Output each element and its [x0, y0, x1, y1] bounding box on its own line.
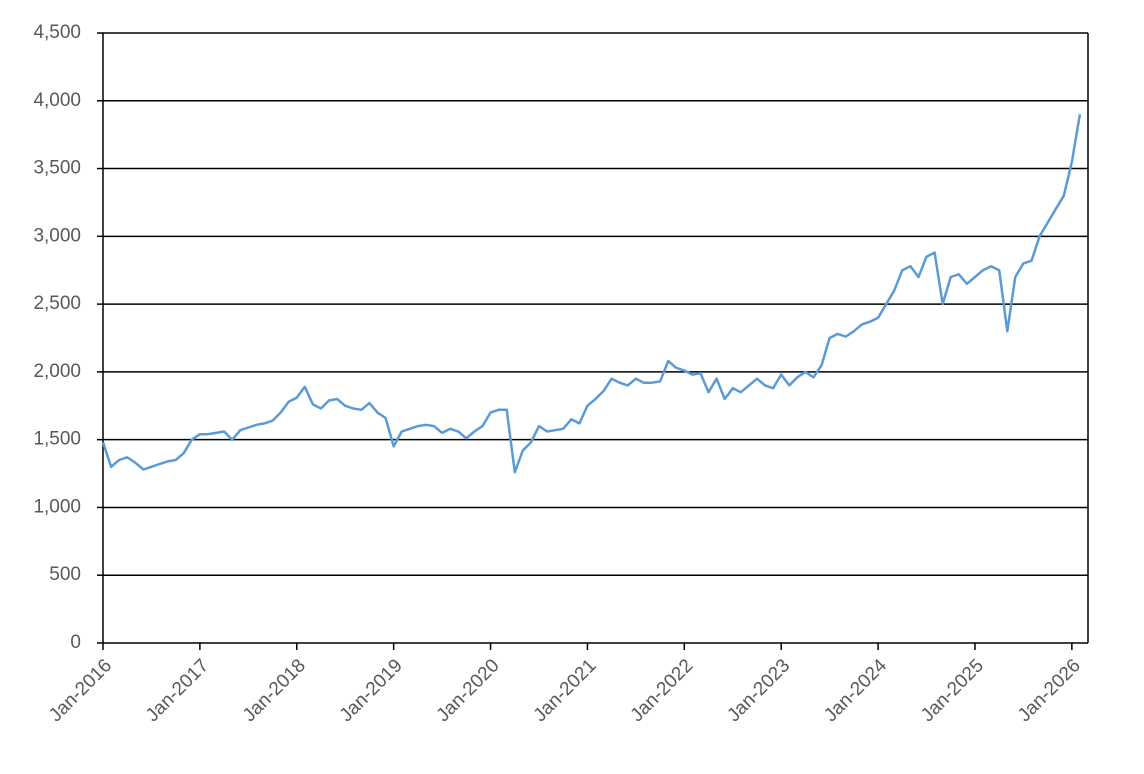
y-tick-label: 1,500 [33, 429, 81, 450]
y-tick-label: 500 [49, 564, 81, 585]
y-tick-label: 3,000 [33, 225, 81, 246]
x-tick-label: Jan-2022 [627, 655, 698, 726]
x-tick-label: Jan-2020 [433, 655, 504, 726]
y-tick-label: 4,500 [33, 22, 81, 43]
y-tick-label: 2,000 [33, 361, 81, 382]
y-tick-label: 1,000 [33, 496, 81, 517]
series-line [101, 114, 1082, 474]
x-tick-label: Jan-2023 [723, 655, 794, 726]
y-tick-label: 2,500 [33, 293, 81, 314]
y-tick-label: 4,000 [33, 90, 81, 111]
x-tick-label: Jan-2021 [530, 655, 601, 726]
x-tick-label: Jan-2018 [239, 655, 310, 726]
x-tick-label: Jan-2025 [917, 655, 988, 726]
x-tick-label: Jan-2026 [1014, 655, 1085, 726]
x-tick-label: Jan-2024 [820, 655, 891, 726]
x-tick-label: Jan-2017 [142, 655, 213, 726]
x-tick-label: Jan-2016 [45, 655, 116, 726]
x-tick-label: Jan-2019 [336, 655, 407, 726]
y-tick-label: 3,500 [33, 158, 81, 179]
y-tick-label: 0 [70, 632, 81, 653]
